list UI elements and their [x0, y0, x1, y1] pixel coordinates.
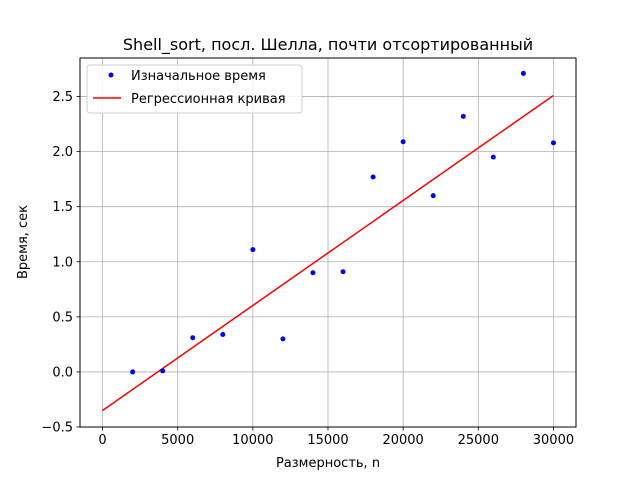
data-point	[460, 113, 466, 119]
data-point	[430, 193, 436, 199]
y-tick-label: −0.5	[41, 421, 73, 436]
data-point	[130, 369, 136, 375]
data-point	[160, 368, 166, 374]
x-tick-label: 5000	[161, 433, 194, 448]
x-tick-label: 0	[98, 433, 106, 448]
data-point	[220, 331, 226, 337]
data-point	[400, 139, 406, 145]
x-axis-ticks: 0 5000 10000 15000 20000 25000 30000	[98, 427, 574, 448]
data-point	[190, 335, 196, 341]
data-point	[280, 336, 286, 342]
regression-line	[102, 94, 554, 412]
y-tick-label: 0.0	[52, 365, 73, 380]
legend-label-line: Регрессионная кривая	[131, 92, 286, 107]
grid	[80, 58, 576, 428]
x-tick-label: 25000	[458, 433, 499, 448]
x-axis-label: Размерность, n	[276, 456, 380, 471]
y-tick-label: 0.5	[52, 310, 73, 325]
data-point	[490, 154, 496, 160]
x-tick-label: 10000	[232, 433, 273, 448]
chart-title: Shell_sort, посл. Шелла, почти отсортиро…	[123, 35, 533, 55]
y-axis-label: Время, сек	[16, 205, 31, 279]
y-tick-label: 2.0	[52, 145, 73, 160]
legend-marker-points	[108, 72, 114, 78]
y-tick-label: 2.5	[52, 90, 73, 105]
y-axis-ticks: −0.5 0.0 0.5 1.0 1.5 2.0 2.5	[41, 90, 80, 436]
y-tick-label: 1.5	[52, 200, 73, 215]
data-point	[340, 269, 346, 275]
x-tick-label: 30000	[533, 433, 574, 448]
y-tick-label: 1.0	[52, 255, 73, 270]
data-point	[370, 174, 376, 180]
data-point	[520, 70, 526, 76]
series-points	[130, 70, 556, 375]
data-point	[250, 247, 256, 253]
legend: Изначальное время Регрессионная кривая	[86, 64, 303, 114]
series-lines	[102, 94, 554, 412]
x-tick-label: 15000	[307, 433, 348, 448]
data-point	[310, 270, 316, 276]
legend-label-points: Изначальное время	[131, 69, 266, 84]
legend-box	[86, 64, 303, 114]
data-point	[550, 140, 556, 146]
x-tick-label: 20000	[382, 433, 423, 448]
